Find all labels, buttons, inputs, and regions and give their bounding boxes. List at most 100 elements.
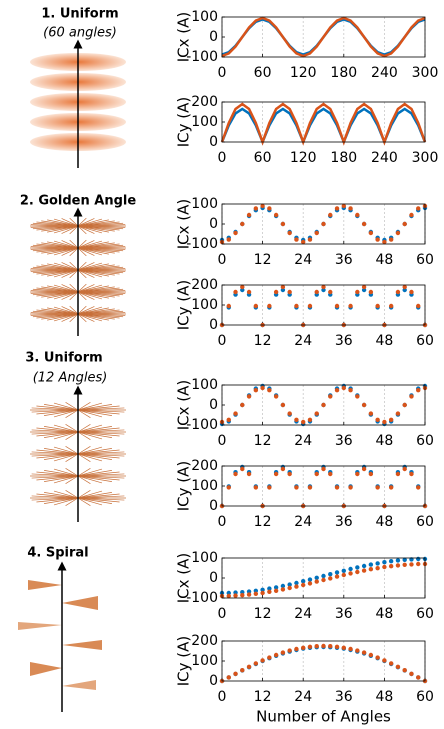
point xyxy=(287,289,292,295)
spoke xyxy=(65,453,79,463)
spoke xyxy=(77,409,91,419)
spoke xyxy=(77,401,91,411)
spoke xyxy=(77,491,112,499)
point xyxy=(287,648,292,653)
point xyxy=(382,564,387,570)
point xyxy=(348,485,353,490)
x-tick-label: 180 xyxy=(330,150,357,166)
series-line xyxy=(221,16,426,58)
spoke xyxy=(77,409,112,417)
point xyxy=(294,580,299,586)
point xyxy=(368,652,374,658)
point xyxy=(301,582,306,588)
point xyxy=(280,402,286,408)
x-tick-label: 60 xyxy=(416,433,434,449)
illustrations xyxy=(18,39,126,712)
spoke xyxy=(53,313,79,322)
plot-frame xyxy=(221,101,426,143)
point xyxy=(240,466,245,472)
spoke xyxy=(36,409,79,415)
row-title: 1. Uniform xyxy=(41,7,118,22)
spoke xyxy=(77,268,126,271)
y-tick-label: 100 xyxy=(191,9,218,25)
y-axis-label: ICy (A) xyxy=(175,97,193,148)
point xyxy=(416,303,421,309)
y-axis-label: ICx (A) xyxy=(175,553,193,604)
point xyxy=(314,575,319,580)
point xyxy=(267,655,272,660)
spoke xyxy=(65,497,79,507)
x-tick-label: 12 xyxy=(254,333,272,349)
x-tick-label: 48 xyxy=(375,689,393,705)
spoke xyxy=(65,475,79,485)
spoke xyxy=(53,475,79,484)
spoke xyxy=(36,449,79,455)
point xyxy=(361,402,367,408)
point xyxy=(240,284,245,290)
point xyxy=(287,471,292,477)
y-tick-label: 100 xyxy=(191,114,218,130)
point xyxy=(402,466,407,472)
point xyxy=(402,221,407,227)
spoke xyxy=(53,424,79,433)
point xyxy=(226,485,231,490)
y-axis-label: ICy (A) xyxy=(175,636,193,687)
spoke xyxy=(53,409,79,418)
spoke xyxy=(44,469,79,477)
point xyxy=(233,289,238,295)
spoke xyxy=(77,475,120,481)
spoke xyxy=(44,491,79,499)
point xyxy=(273,394,279,399)
spoke xyxy=(77,497,112,505)
point xyxy=(375,303,380,309)
spoke xyxy=(77,224,126,227)
x-tick-label: 36 xyxy=(335,689,353,705)
x-tick-label: 0 xyxy=(218,252,227,268)
point xyxy=(287,411,292,416)
point xyxy=(355,648,360,653)
spoke xyxy=(77,240,103,249)
spoke xyxy=(77,291,87,301)
point xyxy=(375,485,380,490)
point xyxy=(253,388,259,393)
x-tick-label: 48 xyxy=(375,606,393,622)
spoke xyxy=(53,240,79,249)
x-tick-label: 0 xyxy=(218,65,227,81)
point xyxy=(294,237,299,242)
spoke xyxy=(65,489,79,499)
spoke xyxy=(77,306,95,315)
spoke xyxy=(77,495,125,499)
plot-frame xyxy=(221,284,426,326)
x-tick-label: 120 xyxy=(290,150,317,166)
spoke xyxy=(53,225,79,234)
row-title: 4. Spiral xyxy=(27,546,88,561)
x-tick-label: 12 xyxy=(254,606,272,622)
point xyxy=(226,417,231,422)
x-tick-label: 60 xyxy=(416,514,434,530)
point xyxy=(355,471,360,477)
point xyxy=(301,579,306,584)
spoke xyxy=(69,305,79,315)
spoke xyxy=(69,217,79,227)
point xyxy=(355,569,360,575)
point xyxy=(260,203,265,209)
spoke xyxy=(53,468,79,477)
x-tick-label: 48 xyxy=(375,433,393,449)
point xyxy=(246,394,252,399)
point xyxy=(368,471,374,477)
point xyxy=(260,658,265,663)
point xyxy=(382,658,387,663)
point xyxy=(321,466,326,472)
point xyxy=(328,576,333,581)
spoke xyxy=(31,451,79,455)
point xyxy=(314,230,319,236)
point xyxy=(253,591,259,596)
spoke xyxy=(77,247,103,256)
spoke xyxy=(77,269,95,278)
point xyxy=(341,385,346,391)
spoke xyxy=(36,405,79,411)
spoke xyxy=(41,242,79,249)
spoke xyxy=(77,475,91,485)
spoke xyxy=(77,284,95,293)
